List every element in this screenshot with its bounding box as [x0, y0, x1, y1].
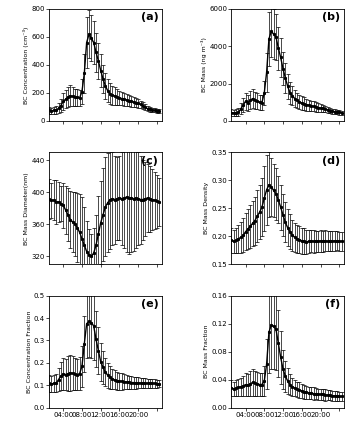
Text: (a): (a) — [140, 13, 158, 22]
Text: (f): (f) — [325, 299, 340, 309]
Y-axis label: BC Concentration (cm⁻³): BC Concentration (cm⁻³) — [24, 26, 29, 103]
Text: (b): (b) — [323, 13, 340, 22]
Y-axis label: BC Mass Density: BC Mass Density — [204, 182, 210, 234]
Text: (c): (c) — [141, 156, 158, 166]
Text: (e): (e) — [140, 299, 158, 309]
Text: (d): (d) — [323, 156, 340, 166]
Y-axis label: BC Concentration Fraction: BC Concentration Fraction — [27, 310, 32, 393]
Y-axis label: BC Mass Fraction: BC Mass Fraction — [204, 325, 210, 379]
Y-axis label: BC Mass Diameter(nm): BC Mass Diameter(nm) — [24, 172, 29, 245]
Y-axis label: BC Mass (ng m⁻³): BC Mass (ng m⁻³) — [201, 38, 207, 92]
